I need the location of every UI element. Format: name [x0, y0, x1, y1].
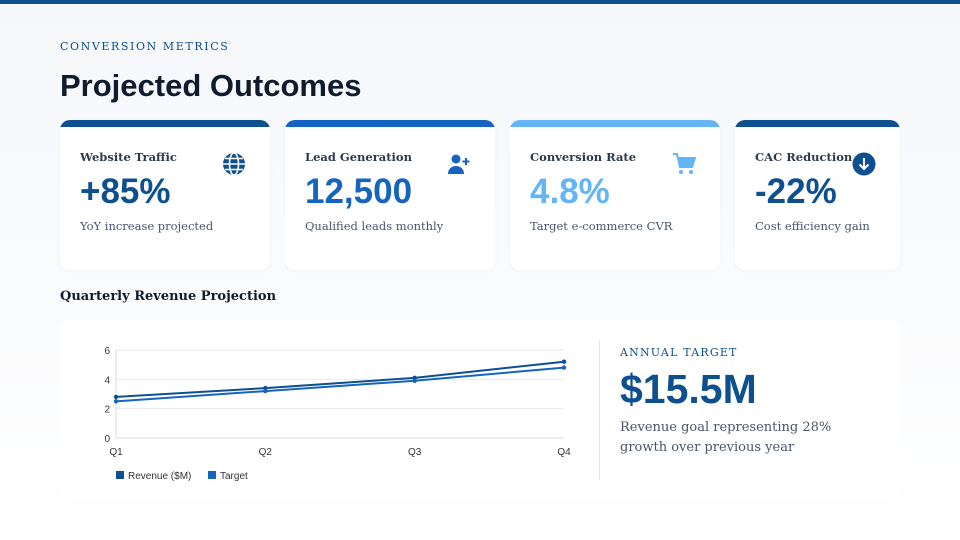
data-point [113, 394, 119, 400]
card-subtitle: Cost efficiency gain [755, 219, 870, 233]
y-tick-label: 6 [104, 346, 110, 357]
card-website-traffic: Website Traffic +85% YoY increase projec… [60, 120, 270, 270]
series-line [115, 366, 565, 403]
y-tick-label: 2 [104, 405, 110, 416]
y-tick-label: 0 [104, 434, 110, 445]
top-accent-bar [0, 0, 960, 4]
card-value: 4.8% [530, 172, 610, 211]
x-tick-label: Q4 [557, 447, 571, 458]
page-title: Projected Outcomes [60, 68, 362, 103]
legend-swatch [208, 471, 216, 479]
card-value: -22% [755, 172, 837, 211]
x-tick-label: Q3 [408, 447, 422, 458]
card-label: Website Traffic [80, 150, 177, 164]
x-tick-label: Q2 [259, 447, 273, 458]
user-plus-icon [448, 154, 470, 174]
divider [599, 340, 600, 480]
card-label: CAC Reduction [755, 150, 853, 164]
annual-target-value: $15.5M [620, 366, 757, 412]
data-point [263, 388, 268, 394]
annual-target-label: ANNUAL TARGET [620, 346, 738, 359]
legend-label: Revenue ($M) [128, 471, 191, 482]
card-conversion-rate: Conversion Rate 4.8% Target e-commerce C… [510, 120, 720, 270]
data-point [113, 399, 119, 404]
shopping-cart-icon [673, 153, 696, 174]
x-tick-label: Q1 [109, 447, 123, 458]
series-line [115, 360, 565, 398]
card-value: 12,500 [305, 172, 413, 211]
eyebrow: CONVERSION METRICS [60, 40, 230, 53]
card-label: Conversion Rate [530, 150, 637, 164]
card-lead-generation: Lead Generation 12,500 Qualified leads m… [285, 120, 495, 270]
y-tick-label: 4 [104, 375, 110, 386]
arrow-down-circle-icon [852, 152, 876, 176]
card-value: +85% [80, 172, 171, 211]
card-cac-reduction: CAC Reduction -22% Cost efficiency gain [735, 120, 900, 270]
data-point [412, 378, 417, 383]
annual-target-description: Revenue goal representing 28% growth ove… [620, 420, 832, 455]
data-point [561, 359, 567, 364]
legend-label: Target [220, 471, 248, 482]
legend-swatch [116, 471, 124, 479]
card-subtitle: Target e-commerce CVR [530, 219, 673, 233]
data-point [561, 365, 567, 370]
card-label: Lead Generation [305, 150, 412, 164]
card-subtitle: YoY increase projected [80, 219, 214, 233]
globe-icon [223, 152, 245, 176]
card-subtitle: Qualified leads monthly [305, 219, 444, 233]
section-title: Quarterly Revenue Projection [60, 289, 277, 304]
